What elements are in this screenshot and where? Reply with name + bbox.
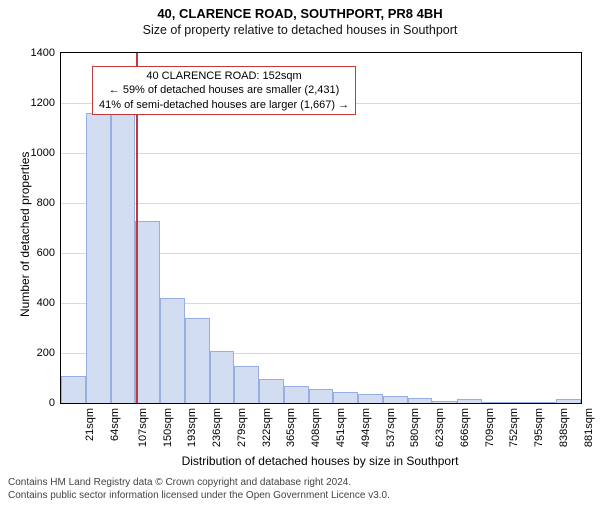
callout-line: 41% of semi-detached houses are larger (…: [99, 98, 349, 112]
footer-line: Contains public sector information licen…: [8, 490, 390, 503]
histogram-bar: [358, 394, 383, 403]
histogram-bar: [408, 398, 433, 404]
marker-callout: 40 CLARENCE ROAD: 152sqm← 59% of detache…: [92, 66, 356, 115]
y-tick-label: 1000: [31, 147, 61, 159]
y-tick-label: 0: [49, 397, 61, 409]
histogram-bar: [432, 401, 457, 403]
histogram-bar: [210, 351, 235, 404]
histogram-bar: [556, 399, 581, 403]
histogram-bar: [284, 386, 309, 404]
histogram-bar: [507, 402, 532, 403]
histogram-bar: [383, 396, 408, 404]
histogram-bar: [309, 389, 334, 403]
histogram-bar: [333, 392, 358, 403]
histogram-bar: [185, 318, 210, 403]
footer-attribution: Contains HM Land Registry data © Crown c…: [8, 477, 390, 502]
y-tick-label: 600: [37, 247, 61, 259]
callout-line: 40 CLARENCE ROAD: 152sqm: [99, 69, 349, 83]
histogram-bar: [531, 402, 556, 403]
histogram-bar: [234, 366, 259, 404]
histogram-bar: [457, 399, 482, 403]
y-tick-label: 200: [37, 347, 61, 359]
histogram-bar: [61, 376, 86, 404]
footer-line: Contains HM Land Registry data © Crown c…: [8, 477, 390, 490]
y-tick-label: 400: [37, 297, 61, 309]
histogram-bar: [86, 113, 111, 403]
histogram-bar: [111, 114, 136, 403]
histogram-bar: [135, 221, 160, 404]
x-axis-label: Distribution of detached houses by size …: [60, 454, 580, 468]
grid-line: [61, 203, 581, 204]
callout-line: ← 59% of detached houses are smaller (2,…: [99, 83, 349, 97]
y-axis-label: Number of detached properties: [18, 152, 32, 317]
histogram-bar: [482, 402, 507, 403]
histogram-bar: [160, 298, 185, 403]
y-tick-label: 1200: [31, 97, 61, 109]
grid-line: [61, 153, 581, 154]
y-tick-label: 800: [37, 197, 61, 209]
y-tick-label: 1400: [31, 47, 61, 59]
histogram-bar: [259, 379, 284, 403]
